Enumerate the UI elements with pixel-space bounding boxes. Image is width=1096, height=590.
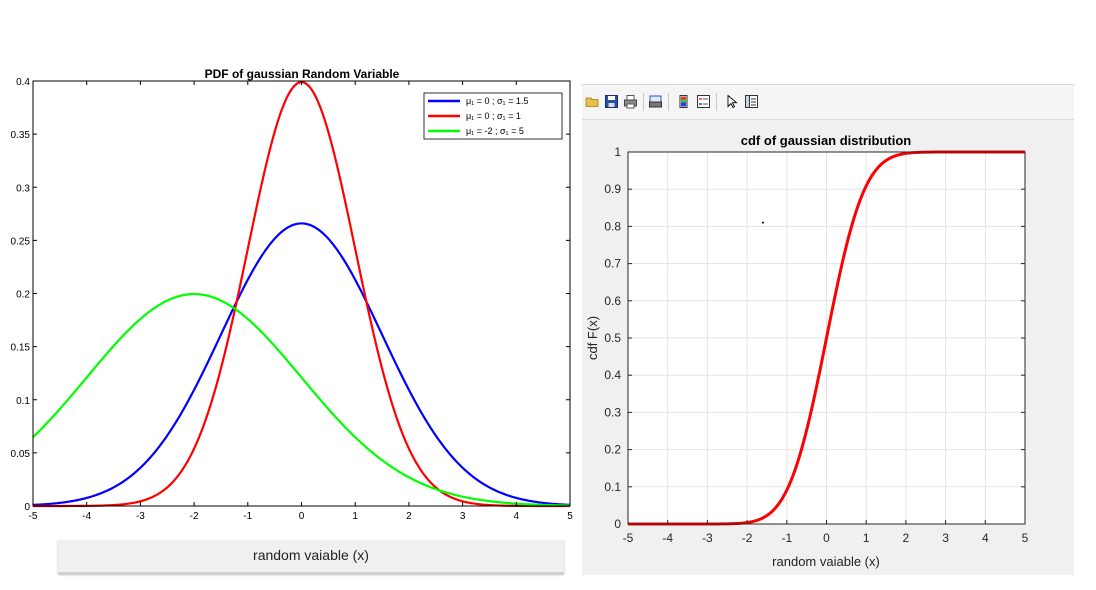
pdf-xtick-label: 4: [514, 511, 520, 522]
cdf-xtick-label: 2: [903, 531, 910, 545]
cdf-xtick-label: -1: [781, 531, 792, 545]
pdf-xtick-label: -5: [29, 511, 38, 522]
pdf-chart-title: PDF of gaussian Random Variable: [205, 67, 400, 81]
toolbar-separator: [716, 93, 717, 111]
cdf-chart-title: cdf of gaussian distribution: [741, 133, 912, 148]
cdf-ytick-label: 0: [614, 517, 621, 531]
pdf-axes-box: [32, 80, 571, 507]
cdf-ytick-label: 0.2: [604, 443, 621, 457]
pdf-series-line-0: [32, 222, 571, 507]
cdf-chart: cdf of gaussian distribution -5 -4 -3 -2 -1 0…: [585, 133, 1029, 569]
pdf-xtick-label: 5: [567, 511, 573, 522]
cdf-ytick-label: 0.1: [604, 480, 621, 494]
pdf-series-line-2: [32, 292, 571, 507]
print-icon[interactable]: [623, 94, 638, 109]
pdf-legend-label-2: μ₁ = -2 ; σ₁ = 5: [466, 126, 524, 136]
pdf-ytick-label: 0.2: [16, 290, 30, 301]
pdf-series-line-1: [33, 81, 570, 508]
pdf-ytick-label: 0.1: [16, 396, 30, 407]
cdf-ytick-label: 0.3: [604, 405, 621, 419]
cdf-figure-window: cdf of gaussian distribution -5 -4 -3 -2 -1 0…: [582, 84, 1074, 575]
pdf-chart: PDF of gaussian Random Variable -5 -4 -3 -2…: [11, 67, 574, 522]
pdf-legend: μ₁ = 0 ; σ₁ = 1.5 μ₁ = 0 ; σ₁ = 1 μ₁ = -…: [423, 92, 563, 140]
pdf-xtick-label: -3: [136, 511, 145, 522]
pdf-ytick-label: 0.25: [11, 236, 31, 247]
pdf-figure-panel: PDF of gaussian Random Variable -5 -4 -3 -2…: [0, 60, 582, 574]
cdf-xlabel: random vaiable (x): [772, 554, 880, 569]
colorbar-icon[interactable]: [676, 94, 691, 109]
cdf-xtick-label: -2: [742, 531, 753, 545]
toolbar-separator: [643, 93, 644, 111]
cdf-xtick-label: 3: [942, 531, 949, 545]
cdf-xtick-label: 4: [982, 531, 989, 545]
pdf-ytick-label: 0.35: [11, 130, 31, 141]
pdf-legend-label-1: μ₁ = 0 ; σ₁ = 1: [466, 111, 521, 121]
pdf-ytick-label: 0.3: [16, 183, 30, 194]
pdf-xtick-label: 1: [352, 511, 358, 522]
toolbar-separator: [668, 93, 669, 111]
cdf-ytick-label: 0.4: [604, 368, 621, 382]
figure-toolbar: [582, 85, 1074, 120]
cdf-xtick-label: 5: [1022, 531, 1029, 545]
cdf-ytick-label: 0.9: [604, 182, 621, 196]
cdf-xtick-label: 1: [863, 531, 870, 545]
cdf-ytick-label: 0.7: [604, 257, 621, 271]
cdf-ylabel: cdf F(x): [585, 316, 600, 360]
cdf-xtick-label: 0: [823, 531, 830, 545]
save-icon[interactable]: [604, 94, 619, 109]
pdf-ytick-label: 0.15: [11, 343, 31, 354]
pdf-ytick-label: 0.4: [16, 77, 30, 88]
pdf-xtick-label: 0: [299, 511, 305, 522]
cdf-xtick-label: -5: [623, 531, 634, 545]
pdf-ytick-label: 0: [24, 502, 30, 513]
cdf-ytick-label: 0.8: [604, 219, 621, 233]
pdf-xlabel: random vaiable (x): [253, 547, 369, 563]
print-figure-icon[interactable]: [648, 94, 663, 109]
cdf-ytick-label: 1: [614, 145, 621, 159]
property-inspector-icon[interactable]: [744, 94, 759, 109]
cdf-ytick-label: 0.6: [604, 294, 621, 308]
cdf-xtick-label: -3: [702, 531, 713, 545]
cdf-ytick-label: 0.5: [604, 331, 621, 345]
pdf-ytick-label: 0.05: [11, 449, 31, 460]
cdf-annotation-dot: [761, 221, 764, 224]
legend-icon[interactable]: [696, 94, 711, 109]
cdf-xtick-label: -4: [662, 531, 673, 545]
pdf-xlabel-bar: random vaiable (x): [58, 540, 564, 574]
pdf-legend-label-0: μ₁ = 0 ; σ₁ = 1.5: [466, 96, 528, 106]
pdf-xtick-label: -4: [82, 511, 91, 522]
pdf-xtick-label: 3: [460, 511, 466, 522]
pdf-xtick-label: 2: [406, 511, 412, 522]
pdf-xtick-label: -2: [190, 511, 199, 522]
pointer-icon[interactable]: [725, 94, 740, 109]
pdf-xtick-label: -1: [243, 511, 252, 522]
open-folder-icon[interactable]: [585, 94, 600, 109]
